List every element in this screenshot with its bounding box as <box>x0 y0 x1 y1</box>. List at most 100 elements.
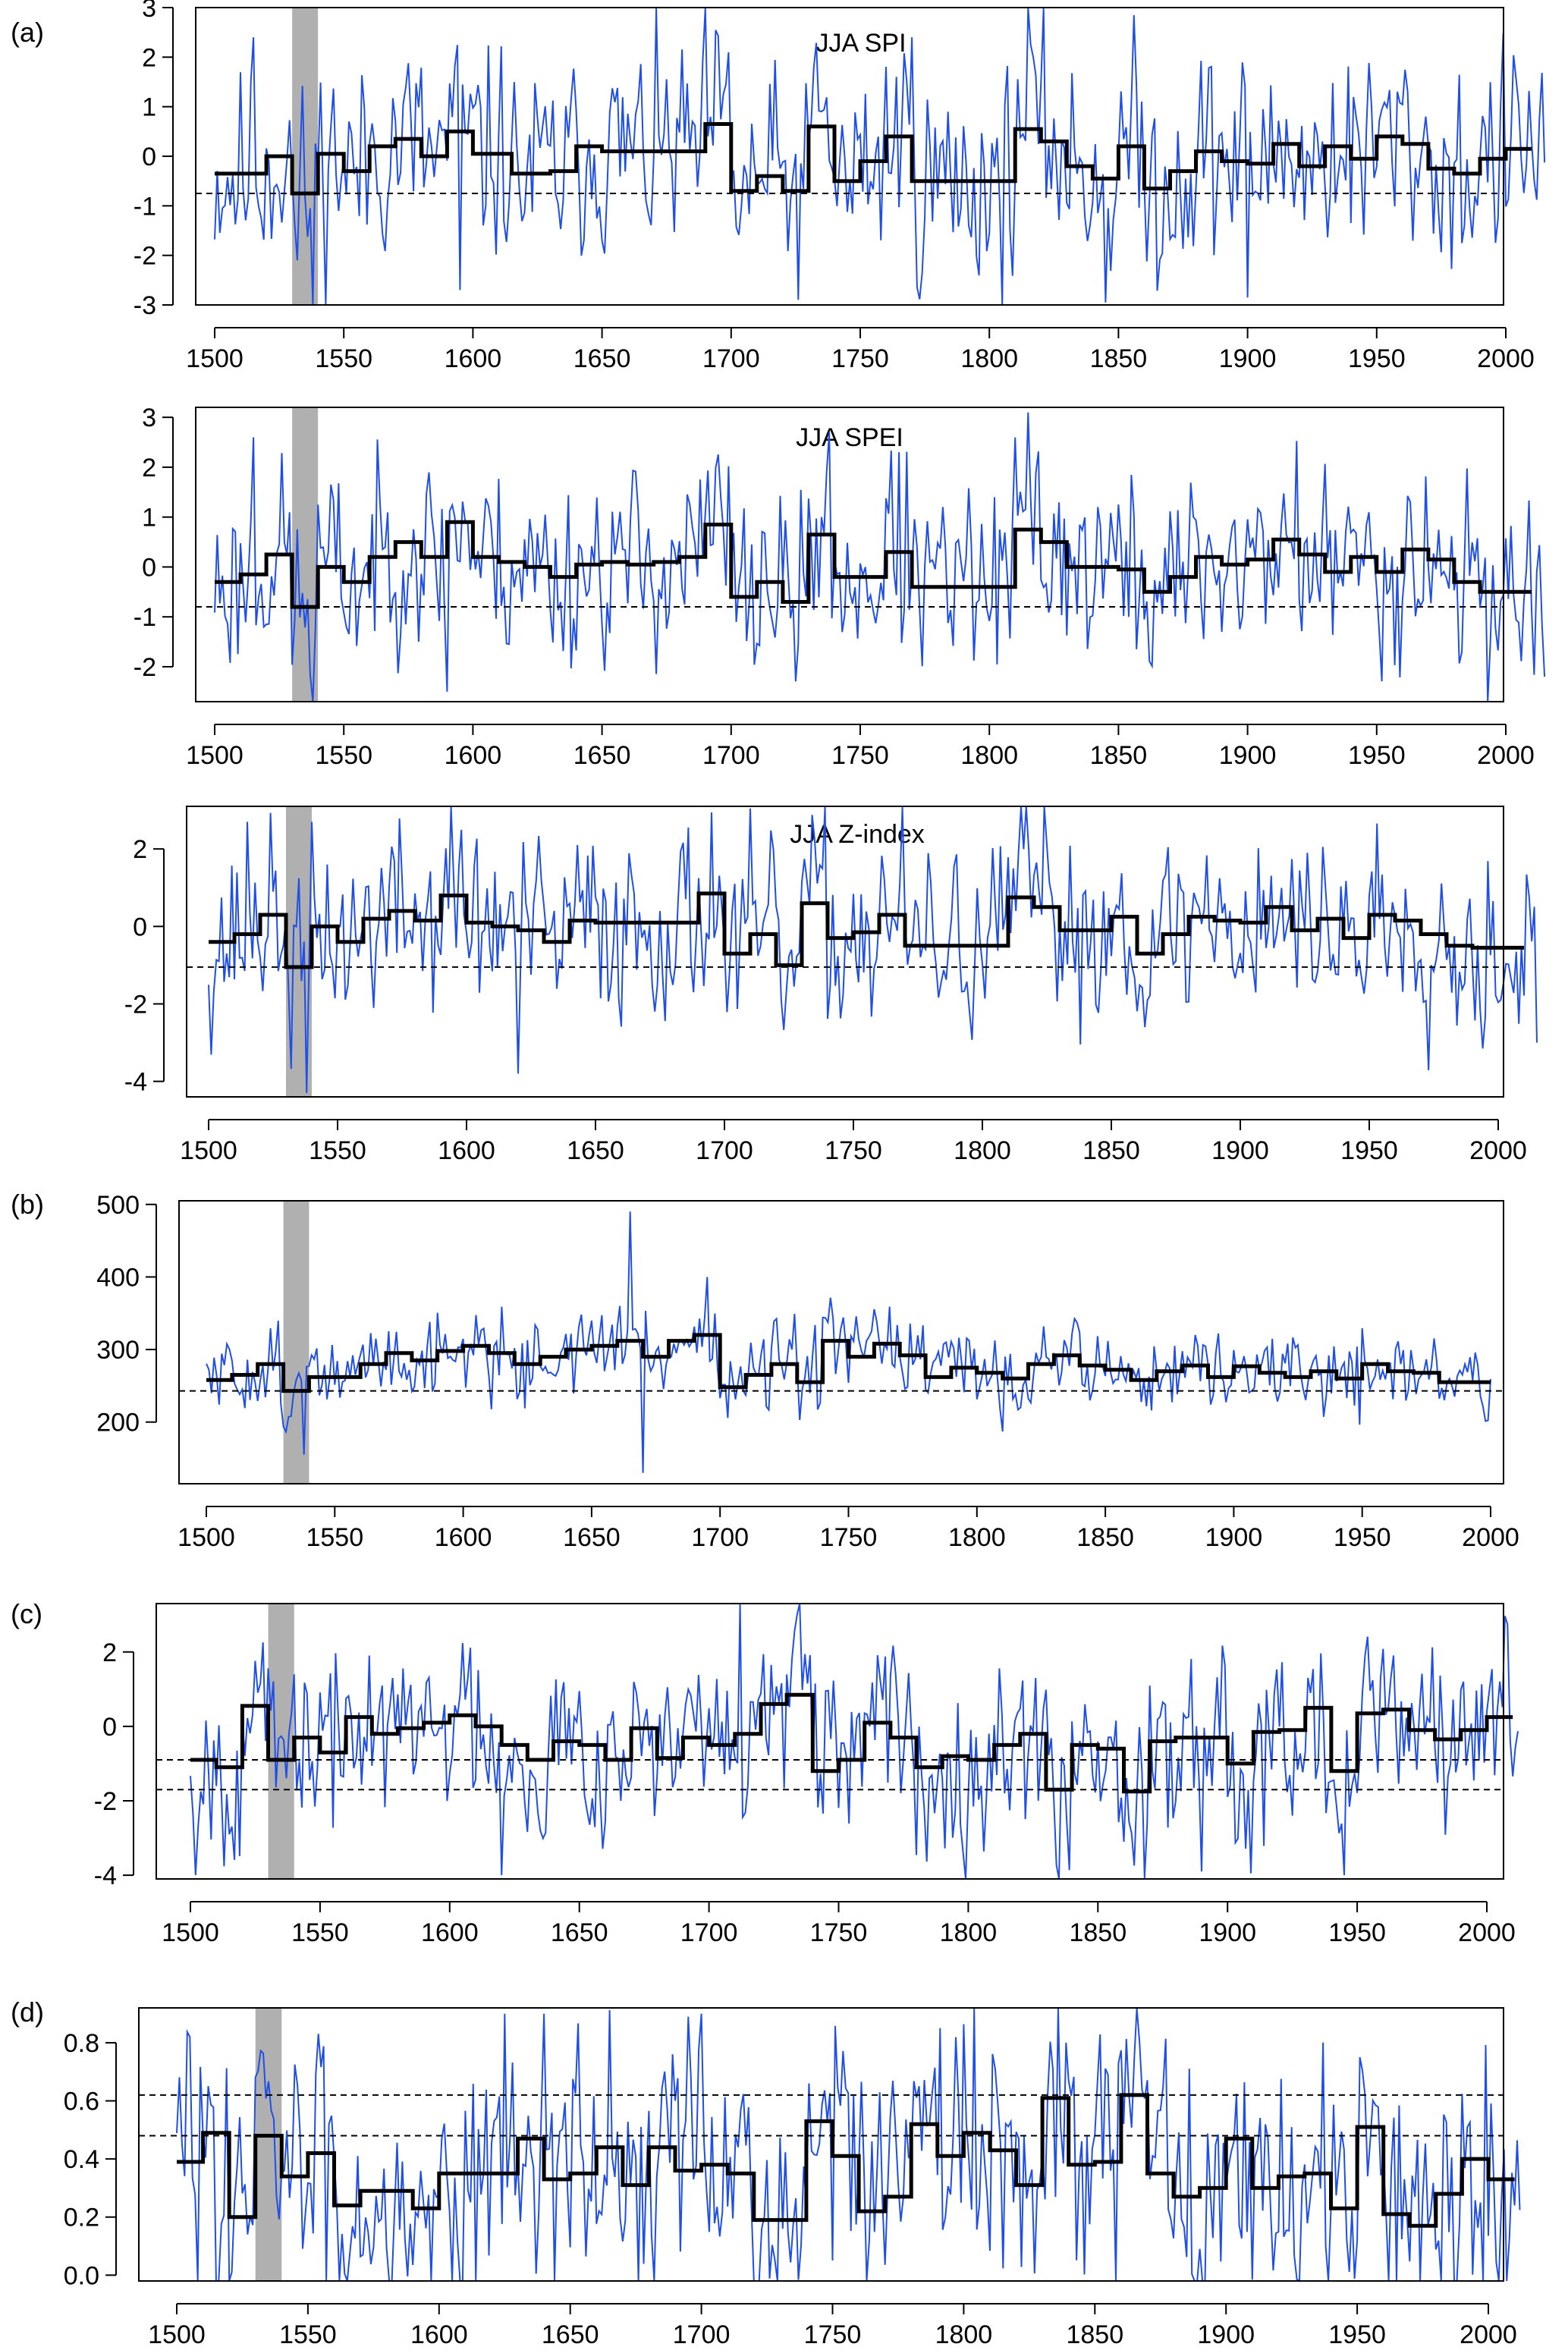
x-tick-label: 2000 <box>1458 1918 1516 1947</box>
panel-6: 0.0 0.2 0.4 0.6 0.8 1500 1550 1600 1650 1700 1750 1… <box>64 2007 1521 2349</box>
regime-step-line <box>215 520 1532 609</box>
panel-letter-a: (a) <box>11 17 44 48</box>
x-tick-label: 1950 <box>1340 1136 1398 1165</box>
plot-frame <box>195 407 1504 702</box>
plot-frame <box>138 2007 1504 2282</box>
x-tick-label: 1800 <box>954 1136 1011 1165</box>
regime-step-line <box>177 2093 1515 2228</box>
regime-step-line <box>215 122 1532 196</box>
y-tick-label: 0.6 <box>64 2088 99 2116</box>
x-tick-label: 1600 <box>438 1136 495 1165</box>
x-tick-label: 1850 <box>1066 2320 1123 2349</box>
x-tick-label: 1500 <box>178 1523 235 1552</box>
x-tick-label: 1650 <box>573 344 631 373</box>
x-tick-label: 1600 <box>421 1918 479 1947</box>
x-tick-label: 1800 <box>948 1523 1006 1552</box>
x-tick-label: 1500 <box>186 741 244 770</box>
panel-letter-c: (c) <box>11 1598 42 1629</box>
y-tick-label: 1 <box>142 504 156 533</box>
y-tick-label: 500 <box>96 1191 140 1220</box>
y-tick-label: -4 <box>94 1861 117 1890</box>
y-tick-label: 2 <box>133 835 147 864</box>
x-tick-label: 1900 <box>1219 344 1277 373</box>
y-tick-label: 0 <box>142 143 156 171</box>
x-tick-label: 1550 <box>291 1918 349 1947</box>
annual-series-line <box>208 806 1538 1093</box>
x-tick-label: 1950 <box>1328 1918 1386 1947</box>
plot-frame <box>156 1603 1504 1880</box>
x-tick-label: 1950 <box>1348 741 1406 770</box>
y-tick-label: -1 <box>134 603 156 632</box>
x-tick-label: 1800 <box>960 741 1018 770</box>
x-tick-label: 1600 <box>435 1523 492 1552</box>
highlight-band <box>283 1201 310 1484</box>
x-tick-label: 1800 <box>960 344 1018 373</box>
x-tick-label: 1650 <box>542 2320 599 2349</box>
x-tick-label: 1750 <box>831 741 889 770</box>
panel-title-spi: JJA SPI <box>815 29 906 58</box>
y-tick-label: -4 <box>124 1068 147 1097</box>
x-tick-label: 1650 <box>563 1523 621 1552</box>
x-tick-label: 1500 <box>180 1136 237 1165</box>
y-tick-label: 0 <box>102 1713 117 1742</box>
y-tick-label: 2 <box>142 454 156 482</box>
x-tick-label: 1700 <box>702 344 760 373</box>
x-tick-label: 1550 <box>309 1136 366 1165</box>
highlight-band <box>255 2008 282 2281</box>
x-tick-label: 1600 <box>410 2320 468 2349</box>
plot-frame <box>195 7 1504 306</box>
x-tick-label: 1950 <box>1348 344 1406 373</box>
x-tick-label: 1650 <box>551 1918 608 1947</box>
y-tick-label: -2 <box>134 242 156 271</box>
x-tick-label: 1550 <box>315 344 372 373</box>
y-tick-label: 400 <box>96 1263 140 1292</box>
y-tick-label: -2 <box>134 653 156 682</box>
x-tick-label: 1750 <box>810 1918 868 1947</box>
panel-letter-d: (d) <box>11 1997 44 2028</box>
x-tick-label: 2000 <box>1460 2320 1517 2349</box>
panel-4: 200 300 400 500 1500 1550 1600 1650 1700 1750 1800… <box>96 1191 1519 1552</box>
y-tick-label: 0 <box>133 913 147 941</box>
panel-5: -4 -2 0 2 1500 1550 1600 1650 1700 1750 1800 1850 19… <box>94 1603 1519 1947</box>
x-tick-label: 1650 <box>567 1136 624 1165</box>
y-tick-label: -2 <box>94 1787 117 1816</box>
y-tick-label: -2 <box>124 990 147 1019</box>
x-tick-label: 1900 <box>1205 1523 1263 1552</box>
x-tick-label: 2000 <box>1477 741 1535 770</box>
x-tick-label: 1950 <box>1334 1523 1391 1552</box>
x-tick-label: 1600 <box>445 344 502 373</box>
x-tick-label: 1550 <box>306 1523 363 1552</box>
x-tick-label: 1850 <box>1090 741 1148 770</box>
x-tick-label: 1750 <box>820 1523 878 1552</box>
x-tick-label: 1550 <box>315 741 372 770</box>
x-tick-label: 1750 <box>804 2320 862 2349</box>
annual-series-line <box>214 412 1546 702</box>
x-tick-label: 1800 <box>935 2320 993 2349</box>
y-tick-label: -3 <box>134 291 156 320</box>
y-tick-label: 0.2 <box>64 2204 99 2232</box>
y-tick-label: 300 <box>96 1336 140 1365</box>
x-tick-label: 1900 <box>1199 1918 1256 1947</box>
x-tick-label: 1850 <box>1090 344 1148 373</box>
regime-step-line <box>190 1692 1513 1794</box>
x-tick-label: 1750 <box>825 1136 882 1165</box>
x-tick-label: 1850 <box>1083 1136 1140 1165</box>
x-tick-label: 1550 <box>279 2320 337 2349</box>
panel-title-zindex: JJA Z-index <box>790 820 925 849</box>
panel-letter-b: (b) <box>11 1189 44 1220</box>
annual-series-line <box>176 2007 1521 2282</box>
x-tick-label: 1700 <box>691 1523 749 1552</box>
y-tick-label: 2 <box>142 43 156 72</box>
y-tick-label: 0.8 <box>64 2029 99 2058</box>
plot-frame <box>178 1200 1504 1484</box>
x-tick-label: 1700 <box>673 2320 731 2349</box>
panel-3: -4 -2 0 2 1500 1550 1600 1650 1700 1750 1800 1850 19… <box>124 806 1538 1165</box>
x-tick-label: 2000 <box>1469 1136 1527 1165</box>
y-tick-label: 1 <box>142 93 156 122</box>
regime-step-line <box>209 891 1524 969</box>
y-tick-label: 3 <box>142 0 156 23</box>
x-tick-label: 1900 <box>1197 2320 1255 2349</box>
